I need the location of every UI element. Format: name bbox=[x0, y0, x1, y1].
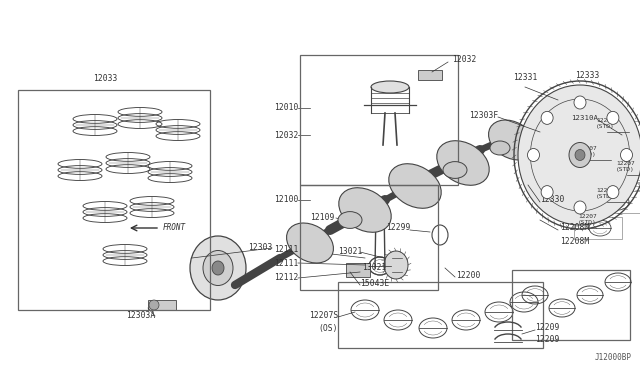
Text: 12100: 12100 bbox=[274, 196, 298, 205]
Text: 12207: 12207 bbox=[616, 161, 635, 166]
Bar bbox=[592, 191, 640, 213]
Text: 12333: 12333 bbox=[575, 71, 600, 80]
Ellipse shape bbox=[338, 212, 362, 228]
Ellipse shape bbox=[388, 164, 441, 208]
Text: 12032: 12032 bbox=[274, 131, 298, 140]
Text: 12331: 12331 bbox=[513, 73, 537, 82]
Bar bbox=[512, 270, 630, 340]
Ellipse shape bbox=[518, 85, 640, 225]
Ellipse shape bbox=[569, 142, 591, 167]
Bar bbox=[418, 70, 442, 80]
Text: 12303A: 12303A bbox=[125, 311, 155, 321]
Text: 12207: 12207 bbox=[596, 188, 615, 193]
Text: 12209: 12209 bbox=[535, 324, 559, 333]
Ellipse shape bbox=[626, 140, 634, 150]
Text: 12330: 12330 bbox=[540, 196, 564, 205]
Ellipse shape bbox=[443, 161, 467, 179]
Bar bbox=[300, 55, 458, 185]
Text: FRONT: FRONT bbox=[163, 224, 186, 232]
Text: (STD): (STD) bbox=[616, 167, 635, 172]
Text: 13021: 13021 bbox=[362, 263, 387, 273]
Ellipse shape bbox=[575, 150, 585, 160]
Text: 12112: 12112 bbox=[274, 273, 298, 282]
Ellipse shape bbox=[621, 148, 632, 161]
Ellipse shape bbox=[190, 236, 246, 300]
Text: 12299: 12299 bbox=[386, 224, 410, 232]
Text: 12310A: 12310A bbox=[571, 115, 598, 121]
Text: 12303: 12303 bbox=[248, 244, 272, 253]
Ellipse shape bbox=[339, 188, 391, 232]
Text: 12109: 12109 bbox=[310, 214, 334, 222]
Ellipse shape bbox=[212, 261, 224, 275]
Ellipse shape bbox=[607, 111, 619, 124]
Text: 12200: 12200 bbox=[456, 270, 481, 279]
Ellipse shape bbox=[574, 201, 586, 214]
Text: (STD): (STD) bbox=[596, 194, 615, 199]
Ellipse shape bbox=[490, 141, 510, 155]
Text: 12207: 12207 bbox=[578, 214, 596, 219]
Text: 13021: 13021 bbox=[338, 247, 362, 257]
Bar bbox=[18, 90, 210, 310]
Bar bbox=[592, 121, 640, 143]
Ellipse shape bbox=[488, 120, 536, 160]
Bar bbox=[338, 282, 543, 348]
Ellipse shape bbox=[541, 111, 553, 124]
Bar bbox=[346, 263, 370, 277]
Text: 12033: 12033 bbox=[93, 74, 117, 83]
Ellipse shape bbox=[574, 96, 586, 109]
Text: 12207S: 12207S bbox=[308, 311, 338, 320]
Text: 12010: 12010 bbox=[274, 103, 298, 112]
Ellipse shape bbox=[203, 250, 233, 285]
Text: 12111: 12111 bbox=[274, 246, 298, 254]
Text: 12303F: 12303F bbox=[468, 110, 498, 119]
Text: (STD): (STD) bbox=[596, 124, 615, 129]
Text: J12000BP: J12000BP bbox=[595, 353, 632, 362]
Bar bbox=[148, 300, 176, 310]
Text: 12208M: 12208M bbox=[560, 224, 589, 232]
Ellipse shape bbox=[384, 251, 408, 279]
Ellipse shape bbox=[527, 148, 540, 161]
Bar bbox=[300, 185, 438, 290]
Ellipse shape bbox=[621, 134, 639, 156]
Ellipse shape bbox=[149, 300, 159, 310]
Ellipse shape bbox=[287, 223, 333, 263]
Ellipse shape bbox=[371, 81, 409, 93]
Bar bbox=[612, 164, 640, 186]
Text: 12111: 12111 bbox=[274, 259, 298, 267]
Text: 12207: 12207 bbox=[596, 118, 615, 123]
Text: 12032: 12032 bbox=[452, 55, 476, 64]
Text: 12207: 12207 bbox=[578, 146, 596, 151]
Text: 12208M: 12208M bbox=[560, 237, 589, 247]
Ellipse shape bbox=[541, 186, 553, 199]
Bar bbox=[574, 149, 622, 171]
Bar bbox=[574, 217, 622, 239]
Text: 15043E: 15043E bbox=[360, 279, 389, 288]
Text: (OS): (OS) bbox=[319, 324, 338, 333]
Text: (STD): (STD) bbox=[578, 220, 596, 225]
Ellipse shape bbox=[607, 186, 619, 199]
Ellipse shape bbox=[436, 141, 489, 185]
Text: (STD): (STD) bbox=[578, 152, 596, 157]
Text: 12209: 12209 bbox=[535, 336, 559, 344]
